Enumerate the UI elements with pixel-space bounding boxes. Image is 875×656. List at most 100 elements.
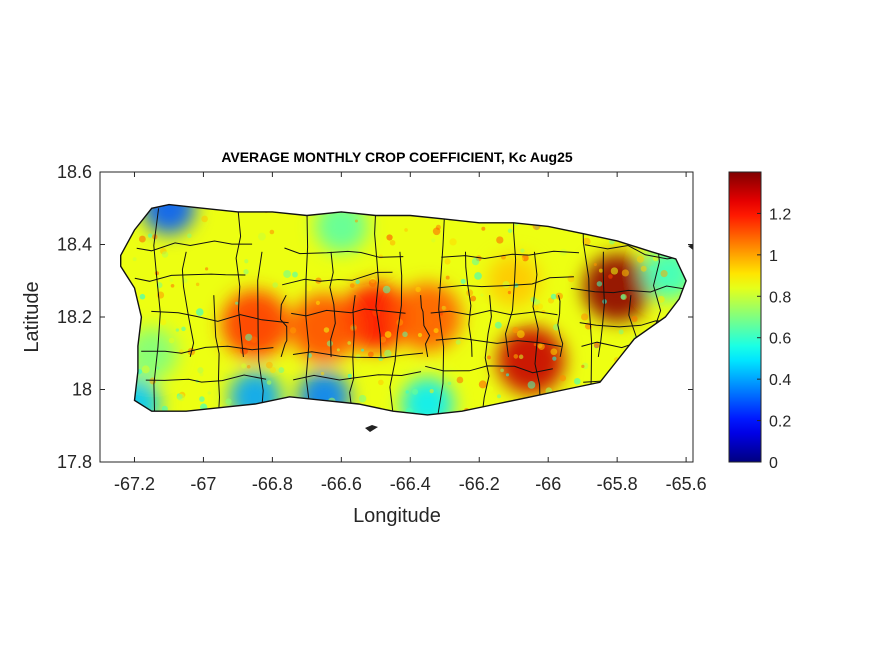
y-tick-label: 18: [72, 380, 92, 400]
value-speckle: [207, 391, 211, 395]
value-speckle: [355, 279, 360, 285]
value-speckle: [389, 239, 396, 246]
value-speckle: [272, 282, 278, 288]
value-speckle: [161, 405, 168, 412]
x-tick-label: -66: [535, 474, 561, 494]
colorbar-tick-label: 0.6: [769, 331, 791, 348]
value-speckle: [429, 389, 434, 394]
value-speckle: [636, 255, 644, 263]
x-tick-label: -67: [190, 474, 216, 494]
value-speckle: [555, 292, 563, 300]
value-speckle: [246, 364, 251, 369]
value-speckle: [178, 349, 184, 355]
colorbar: [729, 172, 761, 462]
x-tick-label: -65.8: [597, 474, 638, 494]
municipal-boundary: [374, 208, 382, 357]
value-speckle: [138, 235, 146, 243]
value-speckle: [507, 290, 512, 295]
value-speckle: [379, 336, 387, 343]
municipal-boundary: [151, 310, 289, 324]
value-speckle: [471, 257, 480, 266]
value-speckle: [581, 364, 585, 369]
y-axis-ticks: 17.8 18 18.2 18.4 18.6: [57, 162, 693, 472]
colorbar-ticks: 0 0.2 0.4 0.6 0.8 1 1.2: [757, 206, 791, 472]
value-speckle: [582, 237, 591, 246]
value-speckle: [257, 232, 266, 241]
value-speckle: [478, 380, 487, 389]
value-speckle: [449, 238, 457, 246]
value-speckle: [283, 270, 292, 278]
value-speckle: [170, 283, 175, 288]
value-speckle: [368, 279, 377, 287]
value-speckle: [470, 295, 477, 302]
value-speckle: [432, 227, 441, 236]
value-speckle: [139, 293, 146, 300]
value-speckle: [502, 280, 510, 289]
value-speckle: [415, 286, 421, 293]
value-speckle: [455, 339, 461, 345]
municipal-boundary: [293, 371, 422, 381]
value-speckle: [386, 234, 393, 241]
value-speckle: [305, 284, 313, 292]
value-speckle: [250, 336, 258, 343]
municipal-boundary: [481, 295, 492, 415]
value-speckle: [175, 328, 180, 332]
colorbar-tick-label: 1.2: [769, 206, 791, 223]
municipal-boundary: [145, 374, 267, 383]
value-speckle: [412, 388, 419, 395]
value-speckle: [187, 233, 192, 239]
value-speckle: [168, 337, 175, 344]
value-speckle: [466, 289, 474, 297]
value-speckle: [445, 275, 450, 280]
value-speckle: [336, 348, 340, 352]
colorbar-tick-label: 1: [769, 248, 778, 265]
municipal-boundary: [557, 295, 564, 357]
value-speckle: [141, 365, 150, 374]
value-speckle: [382, 285, 391, 294]
value-speckle: [315, 300, 321, 305]
value-speckle: [649, 265, 655, 271]
value-speckle: [358, 394, 367, 403]
value-speckle: [292, 271, 298, 278]
municipal-boundary: [597, 251, 605, 357]
value-speckle: [456, 376, 464, 384]
value-speckle: [533, 342, 537, 347]
colorbar-tick-label: 0.8: [769, 289, 791, 306]
value-speckle: [608, 274, 613, 279]
y-axis-label: Latitude: [21, 281, 43, 352]
value-speckle: [427, 319, 433, 326]
value-speckle: [538, 343, 545, 350]
value-speckle: [132, 257, 137, 262]
value-speckle: [195, 308, 204, 316]
municipal-boundary: [213, 295, 221, 415]
value-speckle: [384, 349, 392, 358]
value-speckle: [559, 248, 567, 256]
value-speckle: [596, 281, 603, 287]
value-speckle: [203, 312, 207, 316]
value-speckle: [550, 348, 558, 356]
x-tick-label: -65.6: [666, 474, 707, 494]
value-speckle: [378, 254, 384, 259]
value-speckle: [487, 386, 494, 392]
municipal-boundary: [582, 208, 593, 415]
value-speckle: [640, 265, 647, 272]
value-speckle: [621, 269, 629, 277]
value-hotspot: [393, 283, 462, 351]
value-speckle: [507, 228, 513, 234]
value-speckle: [225, 398, 232, 405]
x-tick-label: -67.2: [114, 474, 155, 494]
value-speckle: [402, 331, 408, 338]
value-speckle: [618, 329, 624, 335]
value-speckle: [516, 330, 525, 339]
value-speckle: [161, 251, 169, 258]
municipal-boundary: [441, 250, 580, 260]
value-speckle: [265, 361, 273, 369]
value-speckle: [361, 348, 365, 352]
municipal-boundary: [570, 285, 687, 294]
value-speckle: [598, 268, 604, 273]
value-speckle: [156, 366, 160, 370]
value-speckle: [460, 278, 466, 285]
value-speckle: [433, 328, 439, 334]
value-speckle: [320, 371, 325, 376]
value-speckle: [550, 293, 557, 300]
